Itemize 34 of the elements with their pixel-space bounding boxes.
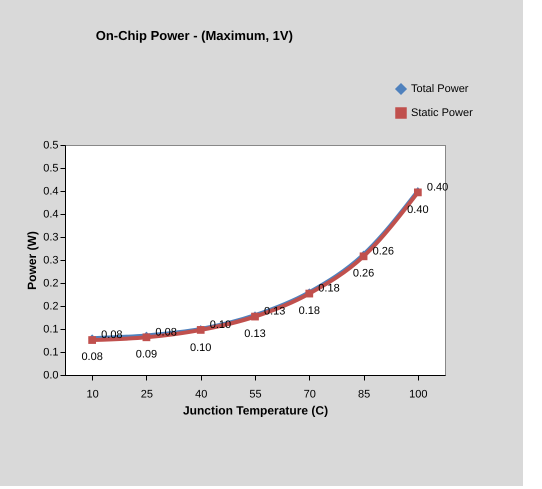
x-tick-label: 40 (195, 388, 208, 400)
x-tick-label: 100 (409, 388, 428, 400)
x-axis-title: Junction Temperature (C) (182, 404, 328, 418)
y-tick-label: 0.5 (43, 162, 58, 174)
data-label: 0.10 (190, 342, 212, 354)
y-tick-label: 0.4 (43, 186, 58, 198)
y-tick-label: 0.4 (43, 208, 58, 220)
data-label: 0.40 (426, 181, 448, 194)
x-tick-label: 70 (304, 388, 316, 400)
data-label: 0.09 (136, 348, 158, 360)
data-label: 0.08 (81, 351, 103, 364)
data-label: 0.40 (407, 204, 429, 216)
legend-label: Total Power (411, 83, 469, 95)
data-label: 0.13 (244, 328, 266, 340)
y-tick-label: 0.3 (43, 232, 58, 244)
y-tick-label: 0.0 (43, 370, 58, 382)
y-tick-label: 0.2 (43, 278, 58, 290)
chart-title: On-Chip Power - (Maximum, 1V) (96, 28, 293, 43)
y-axis-title: Power (W) (25, 231, 40, 290)
y-tick-label: 0.2 (43, 300, 58, 312)
y-tick-label: 0.1 (43, 346, 58, 358)
data-label: 0.26 (372, 245, 394, 258)
x-tick-label: 25 (140, 388, 154, 400)
y-tick-label: 0.1 (43, 324, 58, 336)
data-label: 0.18 (318, 282, 340, 295)
x-tick-label: 55 (249, 388, 262, 400)
x-tick-label: 85 (358, 388, 370, 400)
data-label: 0.08 (155, 326, 177, 338)
legend-label: Static Power (411, 107, 474, 119)
data-label: 0.26 (352, 267, 374, 280)
data-label: 0.18 (298, 305, 320, 318)
y-tick-label: 0.5 (43, 140, 58, 152)
y-tick-label: 0.3 (43, 254, 58, 266)
x-tick-label: 10 (86, 388, 99, 400)
